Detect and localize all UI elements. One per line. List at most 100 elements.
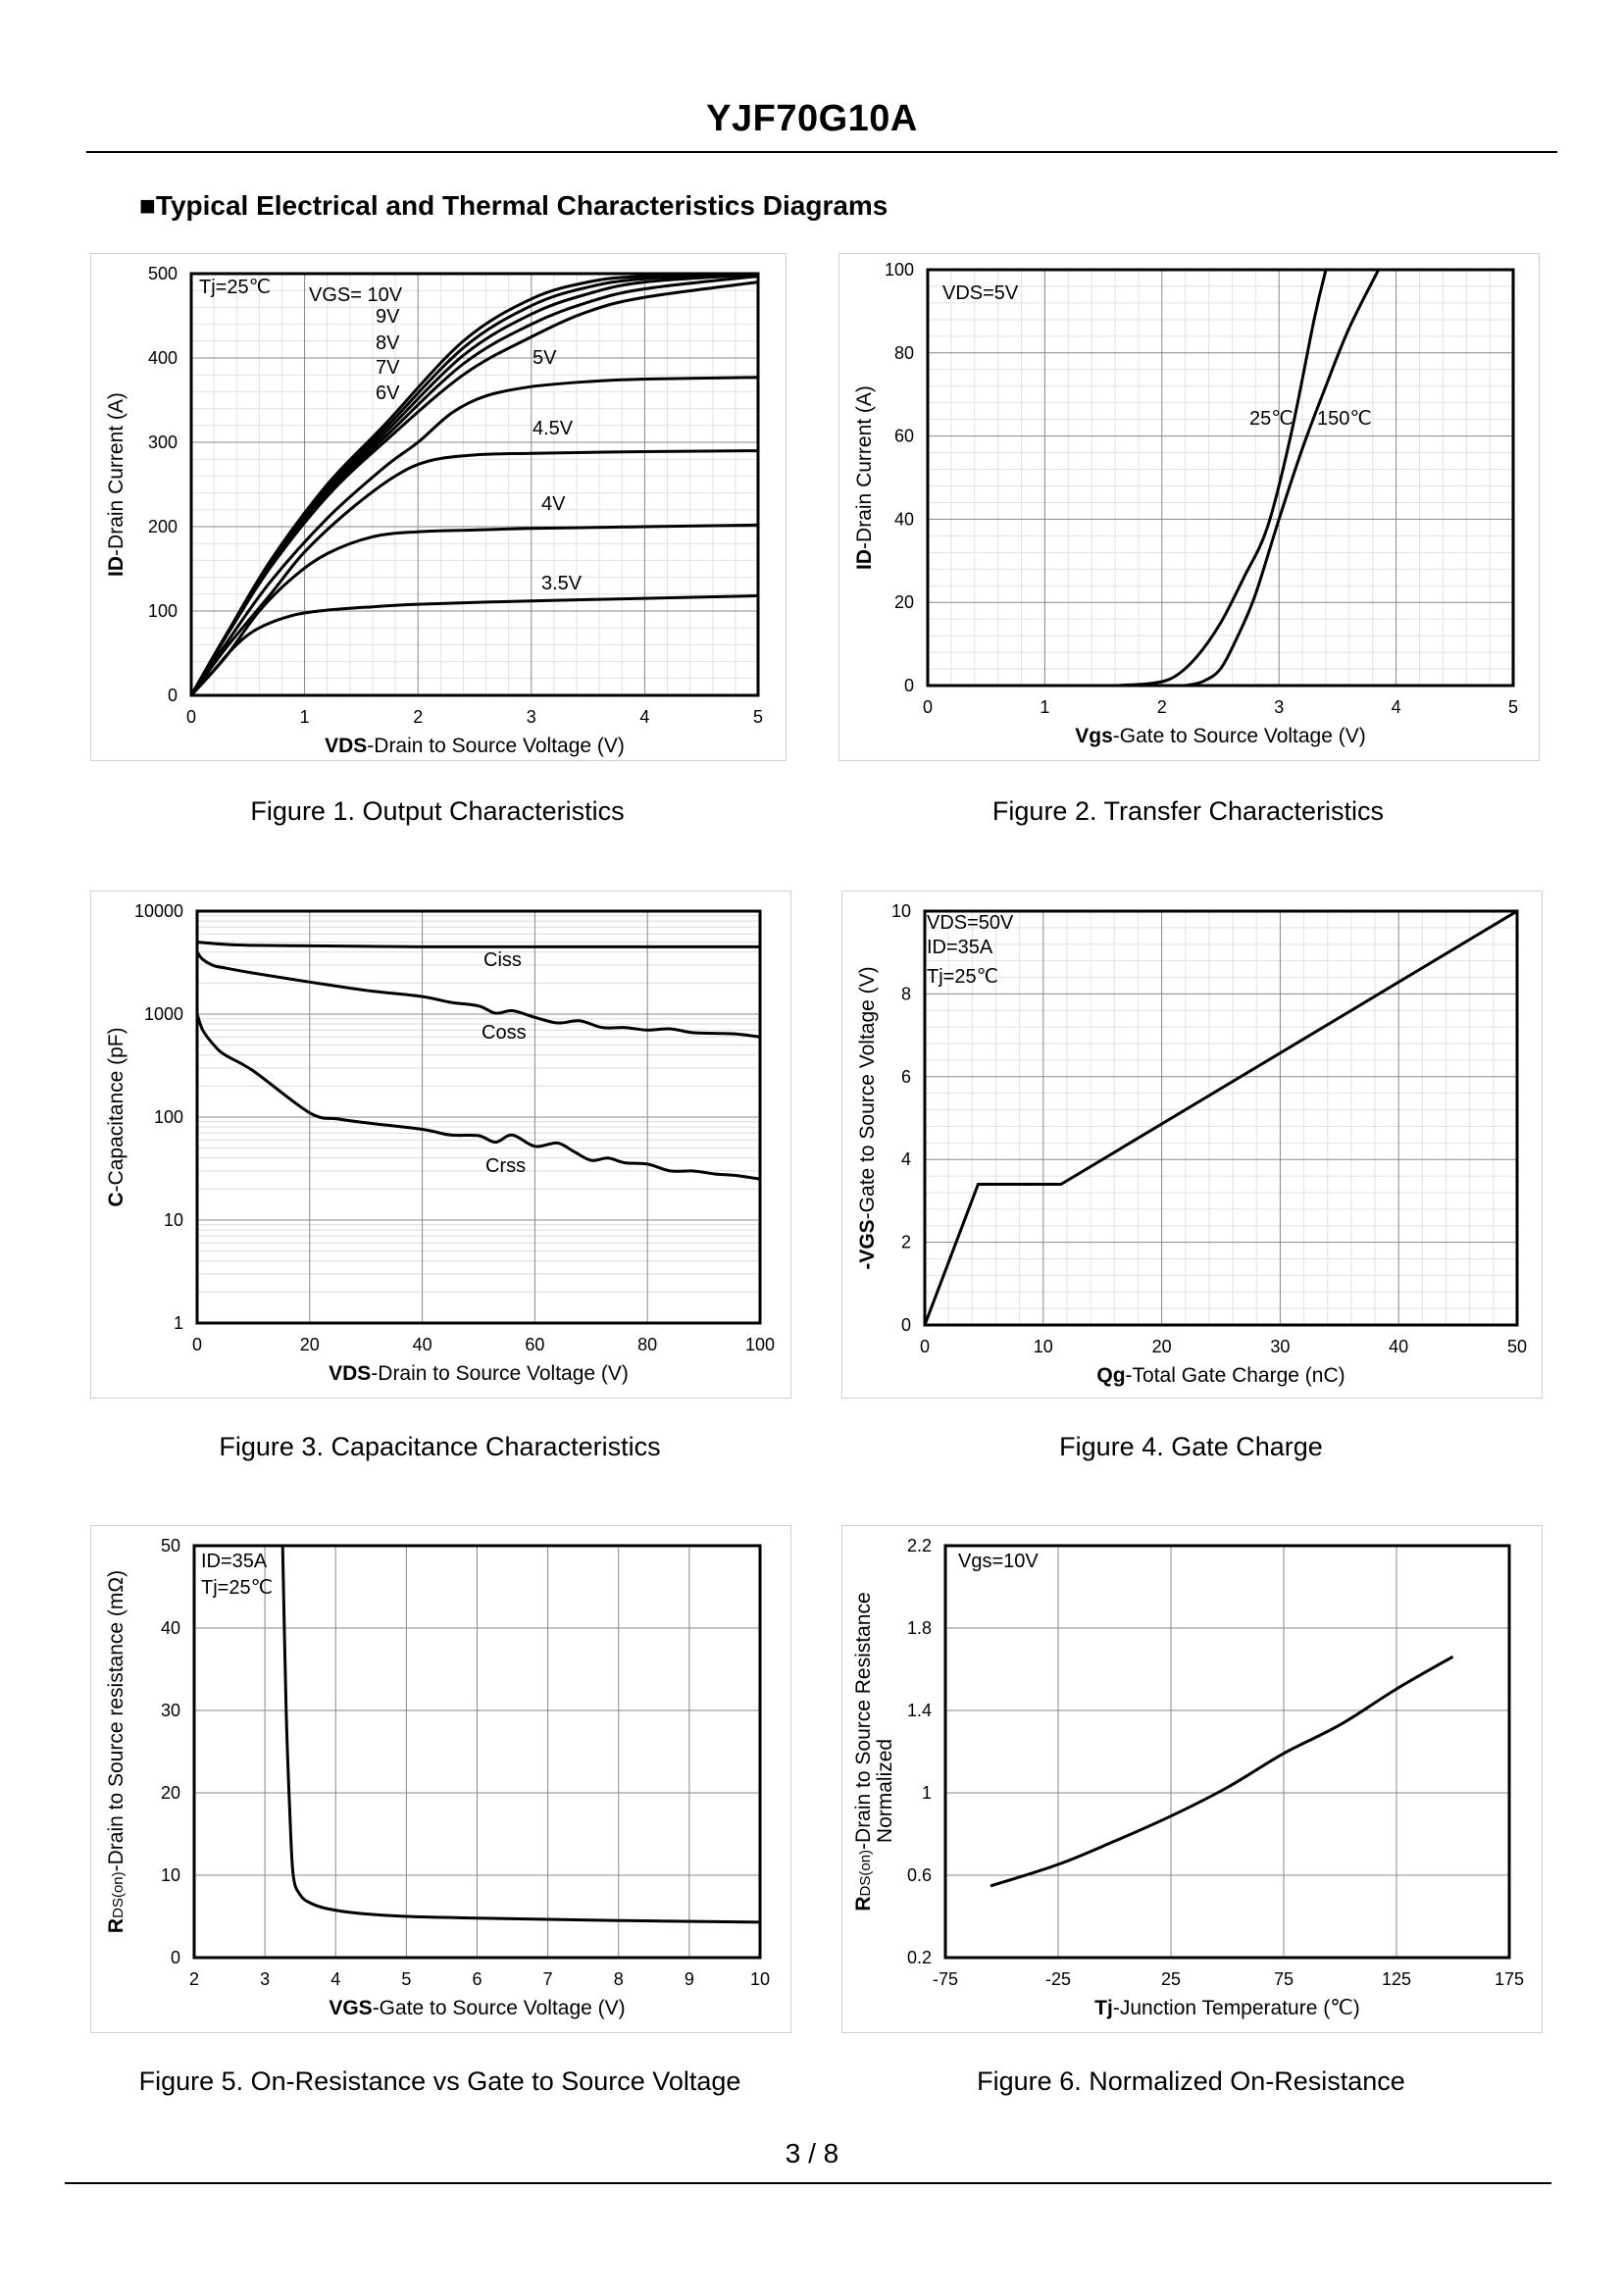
figure-1-caption: Figure 1. Output Characteristics [250, 796, 625, 826]
x-tick-label: 8 [614, 1969, 624, 1989]
x-axis-label-text: -Drain to Source Voltage (V) [367, 735, 625, 757]
y-tick-label: 100 [154, 1107, 183, 1127]
chart-annotation: 3.5V [541, 573, 583, 594]
chart-annotation: 8V [376, 332, 400, 354]
plot-frame [195, 909, 762, 1325]
series-line-3.5V [191, 594, 758, 695]
chart-annotation: 5V [533, 347, 557, 369]
x-tick-label: 9 [685, 1969, 694, 1989]
y-tick-label: 0.6 [907, 1865, 932, 1885]
x-tick-label: 5 [1508, 697, 1518, 717]
y-tick-label: 4 [901, 1149, 911, 1169]
y-axis-label-subscript: DS(on) [857, 1850, 874, 1897]
y-tick-label: 400 [148, 348, 178, 368]
header-rule [86, 151, 1557, 153]
figure-2-panel: 0 1 2 3 4 5 0 20 40 60 80 100 Vgs-Gate to Source Vol… [838, 253, 1540, 761]
figure-6-chart: -75 -25 25 75 125 175 0.2 0.6 1 1.4 1.8 2.2 Tj-Junct… [852, 1536, 1524, 2019]
y-tick-label: 20 [894, 592, 914, 612]
y-axis-label-bold: C [105, 1192, 127, 1206]
y-tick-label: 40 [894, 509, 914, 529]
y-axis-label-bold: -VGS [856, 1219, 879, 1269]
figure-5-caption: Figure 5. On-Resistance vs Gate to Sourc… [138, 2066, 741, 2096]
chart-annotation: Tj=25℃ [927, 966, 998, 988]
x-tick-label: 3 [260, 1969, 270, 1989]
y-axis-label-text: -Drain Current (A) [853, 385, 876, 549]
x-tick-label: 7 [543, 1969, 553, 1989]
page-number: 3 / 8 [785, 2138, 839, 2168]
x-axis-label-text: -Gate to Source Voltage (V) [1113, 725, 1366, 747]
x-tick-label: 5 [753, 707, 763, 727]
chart-annotation: 7V [376, 357, 400, 379]
series-line-9V [191, 274, 758, 695]
x-tick-label: 4 [1392, 697, 1401, 717]
chart-annotation: Ciss [483, 949, 522, 971]
y-tick-label: 0 [901, 1315, 911, 1335]
series-line-25 [1114, 270, 1328, 686]
x-axis-label-text: -Gate to Source Voltage (V) [373, 1997, 626, 2019]
y-tick-label: 300 [148, 433, 178, 452]
chart-annotation: VGS= 10V [309, 284, 403, 306]
y-axis-label-text: -Drain Current (A) [105, 392, 127, 556]
chart-annotation: 150℃ [1317, 408, 1372, 430]
figure-6-panel: -75 -25 25 75 125 175 0.2 0.6 1 1.4 1.8 2.2 Tj-Junct… [841, 1525, 1543, 2033]
y-tick-label: 1.8 [907, 1618, 932, 1638]
x-tick-label: 0 [920, 1337, 930, 1356]
x-axis-label-text: -Total Gate Charge (nC) [1126, 1364, 1345, 1387]
x-tick-label: 3 [527, 707, 536, 727]
x-tick-label: 80 [637, 1335, 657, 1354]
x-axis-label-bold: Qg [1096, 1364, 1125, 1387]
x-tick-label: 0 [923, 697, 933, 717]
y-tick-label: 8 [901, 984, 911, 1003]
series-line-5V [191, 376, 758, 695]
y-tick-label: 60 [894, 427, 914, 446]
y-axis-label-text: -Capacitance (pF) [105, 1027, 127, 1192]
y-tick-label: 0 [904, 676, 914, 695]
figure-2-chart: 0 1 2 3 4 5 0 20 40 60 80 100 Vgs-Gate to Source Vol… [853, 260, 1518, 747]
figure-3-panel: 0 20 40 60 80 100 1 10 100 1000 10000 VDS-Drain to … [90, 891, 791, 1399]
x-axis-label-text: -Drain to Source Voltage (V) [371, 1362, 629, 1385]
x-tick-label: 1 [300, 707, 310, 727]
x-axis-label: Vgs-Gate to Source Voltage (V) [1075, 725, 1365, 747]
y-axis-label-text: -Drain to Source Resistance [852, 1592, 875, 1850]
x-axis-label: VGS-Gate to Source Voltage (V) [329, 1997, 625, 2019]
chart-annotation: VDS=5V [942, 282, 1019, 304]
y-tick-label: 1.4 [907, 1701, 932, 1720]
x-tick-label: 4 [639, 707, 649, 727]
figure-2-caption: Figure 2. Transfer Characteristics [991, 796, 1385, 826]
series-line-150 [1185, 270, 1381, 686]
y-tick-label: 20 [161, 1783, 180, 1803]
plot-frame [943, 1544, 1511, 1960]
plot-frame [926, 268, 1515, 688]
section-title: ■Typical Electrical and Thermal Characte… [139, 190, 888, 221]
x-tick-label: 0 [192, 1335, 202, 1354]
y-axis-label-subscript: DS(on) [110, 1871, 127, 1918]
x-axis-label-bold: VGS [329, 1997, 372, 2019]
footer-rule [65, 2182, 1551, 2184]
x-axis-label: Qg-Total Gate Charge (nC) [1096, 1364, 1345, 1387]
x-axis-label-bold: Vgs [1075, 725, 1113, 747]
x-tick-label: -75 [933, 1969, 958, 1989]
figure-1-panel: 0 1 2 3 4 5 0 100 200 300 400 500 VDS-Drain to Sourc… [90, 253, 787, 761]
y-tick-label: 10000 [134, 901, 183, 921]
y-tick-label: 6 [901, 1067, 911, 1087]
document-title: YJF70G10A [706, 98, 918, 139]
x-axis-label: Tj-Junction Temperature (℃) [1094, 1997, 1360, 2019]
y-axis-label-line2: Normalized [874, 1739, 896, 1843]
series-line-4V [191, 523, 758, 695]
series-line-Ciss [197, 941, 760, 948]
y-tick-label: 50 [161, 1536, 180, 1555]
figure-4-panel: 0 10 20 30 40 50 0 2 4 6 8 10 Qg-Total Gate Charge (… [841, 891, 1543, 1399]
chart-annotation: 4V [541, 493, 566, 515]
x-tick-label: 5 [401, 1969, 411, 1989]
x-tick-label: 20 [300, 1335, 320, 1354]
y-tick-label: 2 [901, 1233, 911, 1252]
x-axis-label-bold: VDS [329, 1362, 371, 1385]
y-tick-label: 1000 [144, 1004, 183, 1024]
chart-annotation: ID=35A [927, 937, 993, 958]
y-tick-label: 10 [161, 1865, 180, 1885]
x-tick-label: 50 [1507, 1337, 1527, 1356]
series-line-Coss [197, 950, 760, 1039]
figure-1-chart: 0 1 2 3 4 5 0 100 200 300 400 500 VDS-Drain to Sourc… [105, 264, 763, 757]
x-tick-label: 125 [1382, 1969, 1411, 1989]
x-tick-label: 10 [750, 1969, 770, 1989]
